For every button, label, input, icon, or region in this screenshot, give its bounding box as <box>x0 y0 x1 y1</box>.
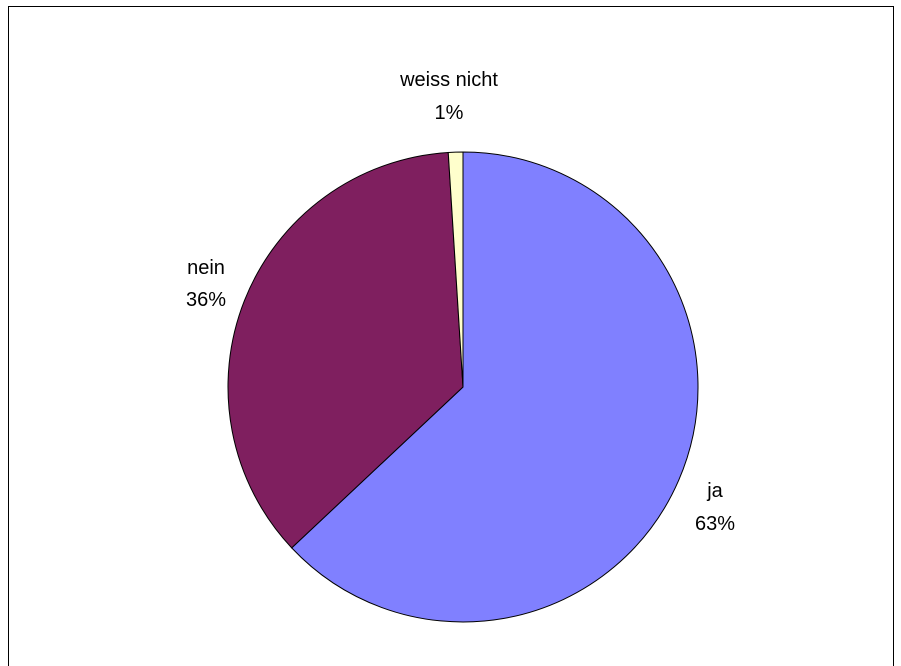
slice-label-name-nein: nein <box>187 257 225 279</box>
slice-label-name-ja: ja <box>706 480 723 502</box>
pie-slices <box>227 151 699 623</box>
pie-slice-weiss-nicht <box>447 151 464 388</box>
slice-label-value-ja: 63% <box>695 513 735 535</box>
pie-slice-ja <box>290 151 699 623</box>
pie-slice-nein <box>227 151 464 549</box>
slice-label-value-weiss-nicht: 1% <box>435 102 464 124</box>
slice-label-name-weiss-nicht: weiss nicht <box>399 69 498 91</box>
slice-label-value-nein: 36% <box>186 289 226 311</box>
